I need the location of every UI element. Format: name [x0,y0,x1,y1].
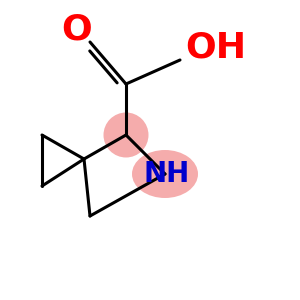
Ellipse shape [103,112,148,158]
Text: NH: NH [143,160,190,188]
Text: OH: OH [185,31,247,65]
Text: O: O [61,13,92,47]
Ellipse shape [132,150,198,198]
